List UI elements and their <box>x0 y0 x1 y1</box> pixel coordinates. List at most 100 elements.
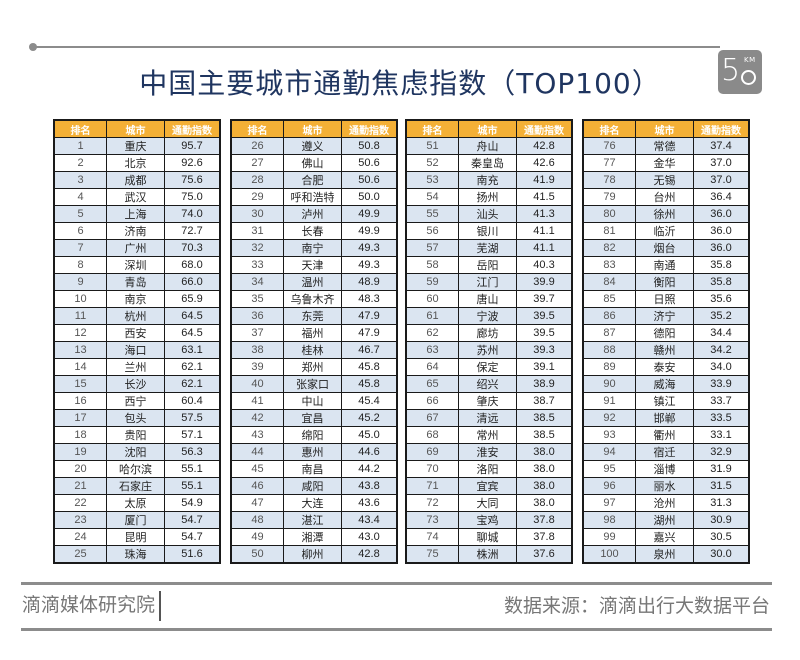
cell-rank: 68 <box>405 426 459 444</box>
cell-city: 银川 <box>458 222 517 240</box>
table-row: 46 咸阳 43.8 <box>230 477 398 495</box>
cell-city: 咸阳 <box>283 477 342 495</box>
table-row: 57 芜湖 41.1 <box>405 239 573 257</box>
table-row: 52 秦皇岛 42.6 <box>405 154 573 172</box>
cell-index: 54.7 <box>164 528 221 546</box>
cell-city: 清远 <box>458 409 517 427</box>
cell-city: 宝鸡 <box>458 511 517 529</box>
table-row: 90 威海 33.9 <box>582 375 750 393</box>
table-row: 78 无锡 37.0 <box>582 171 750 189</box>
cell-rank: 80 <box>582 205 636 223</box>
cell-index: 43.4 <box>341 511 398 529</box>
cell-city: 太原 <box>106 494 165 512</box>
table-row: 39 郑州 45.8 <box>230 358 398 376</box>
cell-city: 绵阳 <box>283 426 342 444</box>
cell-index: 38.0 <box>516 460 573 478</box>
ranking-table-2: 排名 城市 通勤指数 26 遵义 50.8 27 佛山 50.6 28 合肥 50.6 29 呼和浩特 50… <box>230 119 398 564</box>
cell-rank: 42 <box>230 409 284 427</box>
cell-rank: 36 <box>230 307 284 325</box>
cell-rank: 65 <box>405 375 459 393</box>
table-row: 49 湘潭 43.0 <box>230 528 398 546</box>
table-row: 99 嘉兴 30.5 <box>582 528 750 546</box>
table-row: 31 长春 49.9 <box>230 222 398 240</box>
header-rule <box>32 46 720 48</box>
cell-city: 遵义 <box>283 137 342 155</box>
cell-rank: 30 <box>230 205 284 223</box>
cell-index: 38.0 <box>516 494 573 512</box>
cell-index: 37.4 <box>693 137 750 155</box>
cell-city: 镇江 <box>635 392 694 410</box>
table-row: 66 肇庆 38.7 <box>405 392 573 410</box>
cell-index: 38.9 <box>516 375 573 393</box>
cell-rank: 12 <box>53 324 107 342</box>
cell-city: 泉州 <box>635 545 694 564</box>
cell-city: 成都 <box>106 171 165 189</box>
cell-city: 南通 <box>635 256 694 274</box>
table-row: 37 福州 47.9 <box>230 324 398 342</box>
table-row: 72 大同 38.0 <box>405 494 573 512</box>
ranking-table-1: 排名 城市 通勤指数 1 重庆 95.7 2 北京 92.6 3 成都 75.6 4 武汉 75.0 5 上海 7… <box>53 119 221 564</box>
table-row: 56 银川 41.1 <box>405 222 573 240</box>
cell-rank: 89 <box>582 358 636 376</box>
cell-index: 50.8 <box>341 137 398 155</box>
cell-index: 37.0 <box>693 154 750 172</box>
cell-rank: 52 <box>405 154 459 172</box>
table-row: 92 邯郸 33.5 <box>582 409 750 427</box>
table-row: 89 泰安 34.0 <box>582 358 750 376</box>
cell-index: 37.8 <box>516 511 573 529</box>
cell-city: 衢州 <box>635 426 694 444</box>
cell-city: 海口 <box>106 341 165 359</box>
cell-city: 淄博 <box>635 460 694 478</box>
cell-index: 55.1 <box>164 460 221 478</box>
cell-city: 邯郸 <box>635 409 694 427</box>
ranking-table-4: 排名 城市 通勤指数 76 常德 37.4 77 金华 37.0 78 无锡 37.0 79 台州 36.4… <box>582 119 750 564</box>
cell-index: 36.0 <box>693 222 750 240</box>
table-row: 16 西宁 60.4 <box>53 392 221 410</box>
table-row: 85 日照 35.6 <box>582 290 750 308</box>
cell-index: 50.6 <box>341 171 398 189</box>
cell-city: 中山 <box>283 392 342 410</box>
table-row: 87 德阳 34.4 <box>582 324 750 342</box>
cell-city: 江门 <box>458 273 517 291</box>
cell-rank: 27 <box>230 154 284 172</box>
cell-city: 天津 <box>283 256 342 274</box>
cell-city: 哈尔滨 <box>106 460 165 478</box>
cell-index: 34.4 <box>693 324 750 342</box>
cell-city: 丽水 <box>635 477 694 495</box>
cell-city: 株洲 <box>458 545 517 564</box>
cell-index: 34.2 <box>693 341 750 359</box>
table-row: 100 泉州 30.0 <box>582 545 750 564</box>
table-row: 14 兰州 62.1 <box>53 358 221 376</box>
cell-index: 74.0 <box>164 205 221 223</box>
cell-rank: 99 <box>582 528 636 546</box>
cell-rank: 77 <box>582 154 636 172</box>
cell-rank: 47 <box>230 494 284 512</box>
header-index: 通勤指数 <box>693 119 750 138</box>
cell-index: 30.0 <box>693 545 750 564</box>
cell-rank: 23 <box>53 511 107 529</box>
cell-index: 70.3 <box>164 239 221 257</box>
table-row: 48 湛江 43.4 <box>230 511 398 529</box>
cell-rank: 83 <box>582 256 636 274</box>
cell-rank: 70 <box>405 460 459 478</box>
cell-index: 45.8 <box>341 358 398 376</box>
cell-city: 汕头 <box>458 205 517 223</box>
cell-city: 烟台 <box>635 239 694 257</box>
cell-city: 泰安 <box>635 358 694 376</box>
cell-index: 54.9 <box>164 494 221 512</box>
table-row: 41 中山 45.4 <box>230 392 398 410</box>
cell-rank: 84 <box>582 273 636 291</box>
cell-rank: 38 <box>230 341 284 359</box>
cell-index: 42.8 <box>516 137 573 155</box>
cell-rank: 94 <box>582 443 636 461</box>
cell-rank: 46 <box>230 477 284 495</box>
table-row: 75 株洲 37.6 <box>405 545 573 564</box>
cell-rank: 21 <box>53 477 107 495</box>
cell-city: 临沂 <box>635 222 694 240</box>
table-row: 60 唐山 39.7 <box>405 290 573 308</box>
table-row: 17 包头 57.5 <box>53 409 221 427</box>
cell-index: 31.3 <box>693 494 750 512</box>
cell-rank: 57 <box>405 239 459 257</box>
cell-city: 威海 <box>635 375 694 393</box>
cell-index: 41.5 <box>516 188 573 206</box>
